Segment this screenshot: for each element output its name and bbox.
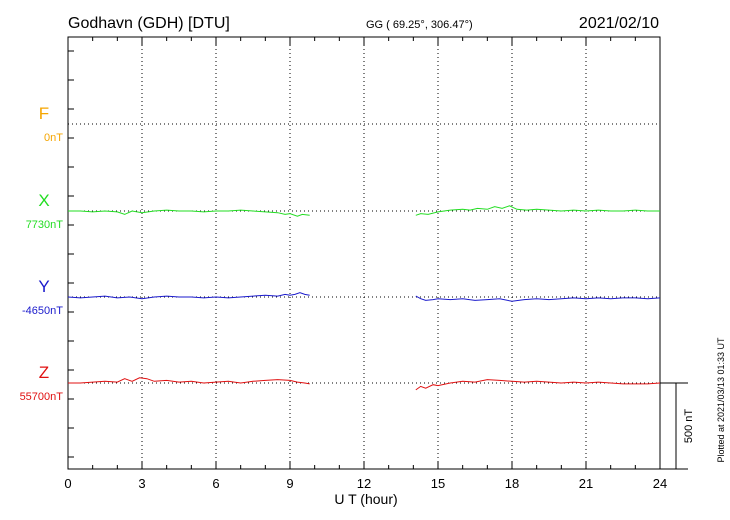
component-label-x: X	[38, 191, 49, 210]
component-label-y: Y	[38, 277, 49, 296]
baseline-value-x: 7730nT	[26, 219, 64, 231]
series-line-y	[67, 292, 310, 300]
x-axis-label: U T (hour)	[334, 491, 397, 507]
component-label-f: F	[39, 104, 49, 123]
baseline-value-f: 0nT	[44, 132, 63, 144]
baseline-value-y: -4650nT	[22, 305, 63, 317]
x-tick-label: 21	[579, 476, 593, 491]
geographic-coordinates: GG ( 69.25°, 306.47°)	[366, 19, 473, 31]
grid-layer	[68, 37, 660, 469]
component-labels: F 0nT X 7730nT Y -4650nT Z 55700nT	[20, 104, 64, 403]
series-line-z	[415, 379, 661, 391]
scale-bar-label: 500 nT	[683, 409, 695, 444]
plotted-timestamp: Plotted at 2021/03/13 01:33 UT	[716, 337, 726, 463]
x-tick-label: 18	[505, 476, 519, 491]
station-title: Godhavn (GDH) [DTU]	[68, 15, 230, 32]
component-label-z: Z	[39, 363, 49, 382]
x-tick-label: 12	[357, 476, 371, 491]
x-tick-label: 9	[286, 476, 293, 491]
baseline-value-z: 55700nT	[20, 391, 64, 403]
x-tick-label: 3	[138, 476, 145, 491]
scale-bar: 500 nT	[660, 382, 695, 470]
tick-layer: 0 3 6 9 12 15 18 21 24	[64, 37, 667, 491]
x-tick-label: 24	[653, 476, 667, 491]
series-layer	[67, 205, 661, 391]
x-tick-label: 0	[64, 476, 71, 491]
series-line-x	[68, 209, 310, 217]
x-tick-label: 6	[212, 476, 219, 491]
series-line-z	[68, 377, 310, 385]
plot-date: 2021/02/10	[579, 15, 659, 32]
x-tick-label: 15	[431, 476, 445, 491]
series-line-x	[415, 205, 660, 216]
series-line-y	[415, 295, 661, 302]
